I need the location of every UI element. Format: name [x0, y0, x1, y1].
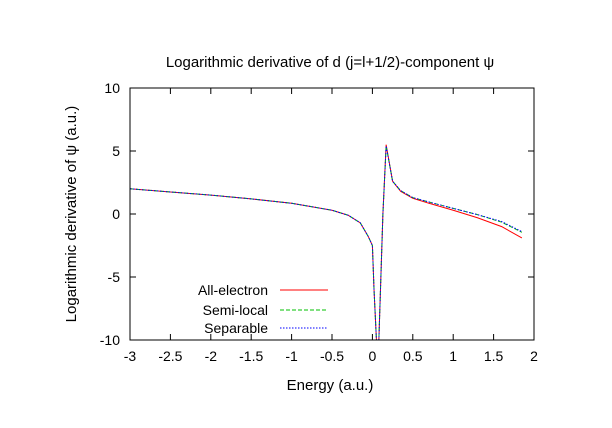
- legend-label: All-electron: [198, 282, 268, 298]
- legend-label: Semi-local: [203, 302, 268, 318]
- series-line-separable: [130, 145, 523, 340]
- x-tick-label: 0.5: [403, 348, 423, 364]
- legend-label: Separable: [204, 320, 268, 336]
- x-tick-label: -3: [124, 348, 137, 364]
- x-tick-label: 1: [449, 348, 457, 364]
- series-line-semi-local: [130, 145, 523, 340]
- x-tick-label: -0.5: [320, 348, 344, 364]
- y-tick-label: -10: [100, 332, 120, 348]
- x-tick-label: 1.5: [484, 348, 504, 364]
- x-tick-label: 2: [530, 348, 538, 364]
- x-tick-label: -2.5: [158, 348, 182, 364]
- series-line-all-electron: [130, 144, 523, 340]
- chart-title: Logarithmic derivative of d (j=l+1/2)-co…: [166, 54, 494, 71]
- axis-ticks: -3 -2.5 -2 -1.5 -1 -0.5 0 0.5 1 1.5 2 -10 -5 0 5 10: [100, 80, 538, 364]
- x-axis-label: Energy (a.u.): [287, 377, 374, 394]
- x-tick-label: -1: [285, 348, 298, 364]
- y-tick-label: 10: [104, 80, 120, 96]
- x-tick-label: -2: [205, 348, 218, 364]
- y-axis-label: Logarithmic derivative of ψ (a.u.): [63, 106, 80, 323]
- y-tick-label: 0: [112, 206, 120, 222]
- plot-frame: [129, 87, 535, 341]
- x-tick-label: 0: [369, 348, 377, 364]
- y-tick-label: 5: [112, 143, 120, 159]
- x-tick-label: -1.5: [239, 348, 263, 364]
- plot-area: [130, 144, 523, 340]
- y-tick-label: -5: [108, 269, 121, 285]
- legend: All-electron Semi-local Separable: [198, 282, 328, 336]
